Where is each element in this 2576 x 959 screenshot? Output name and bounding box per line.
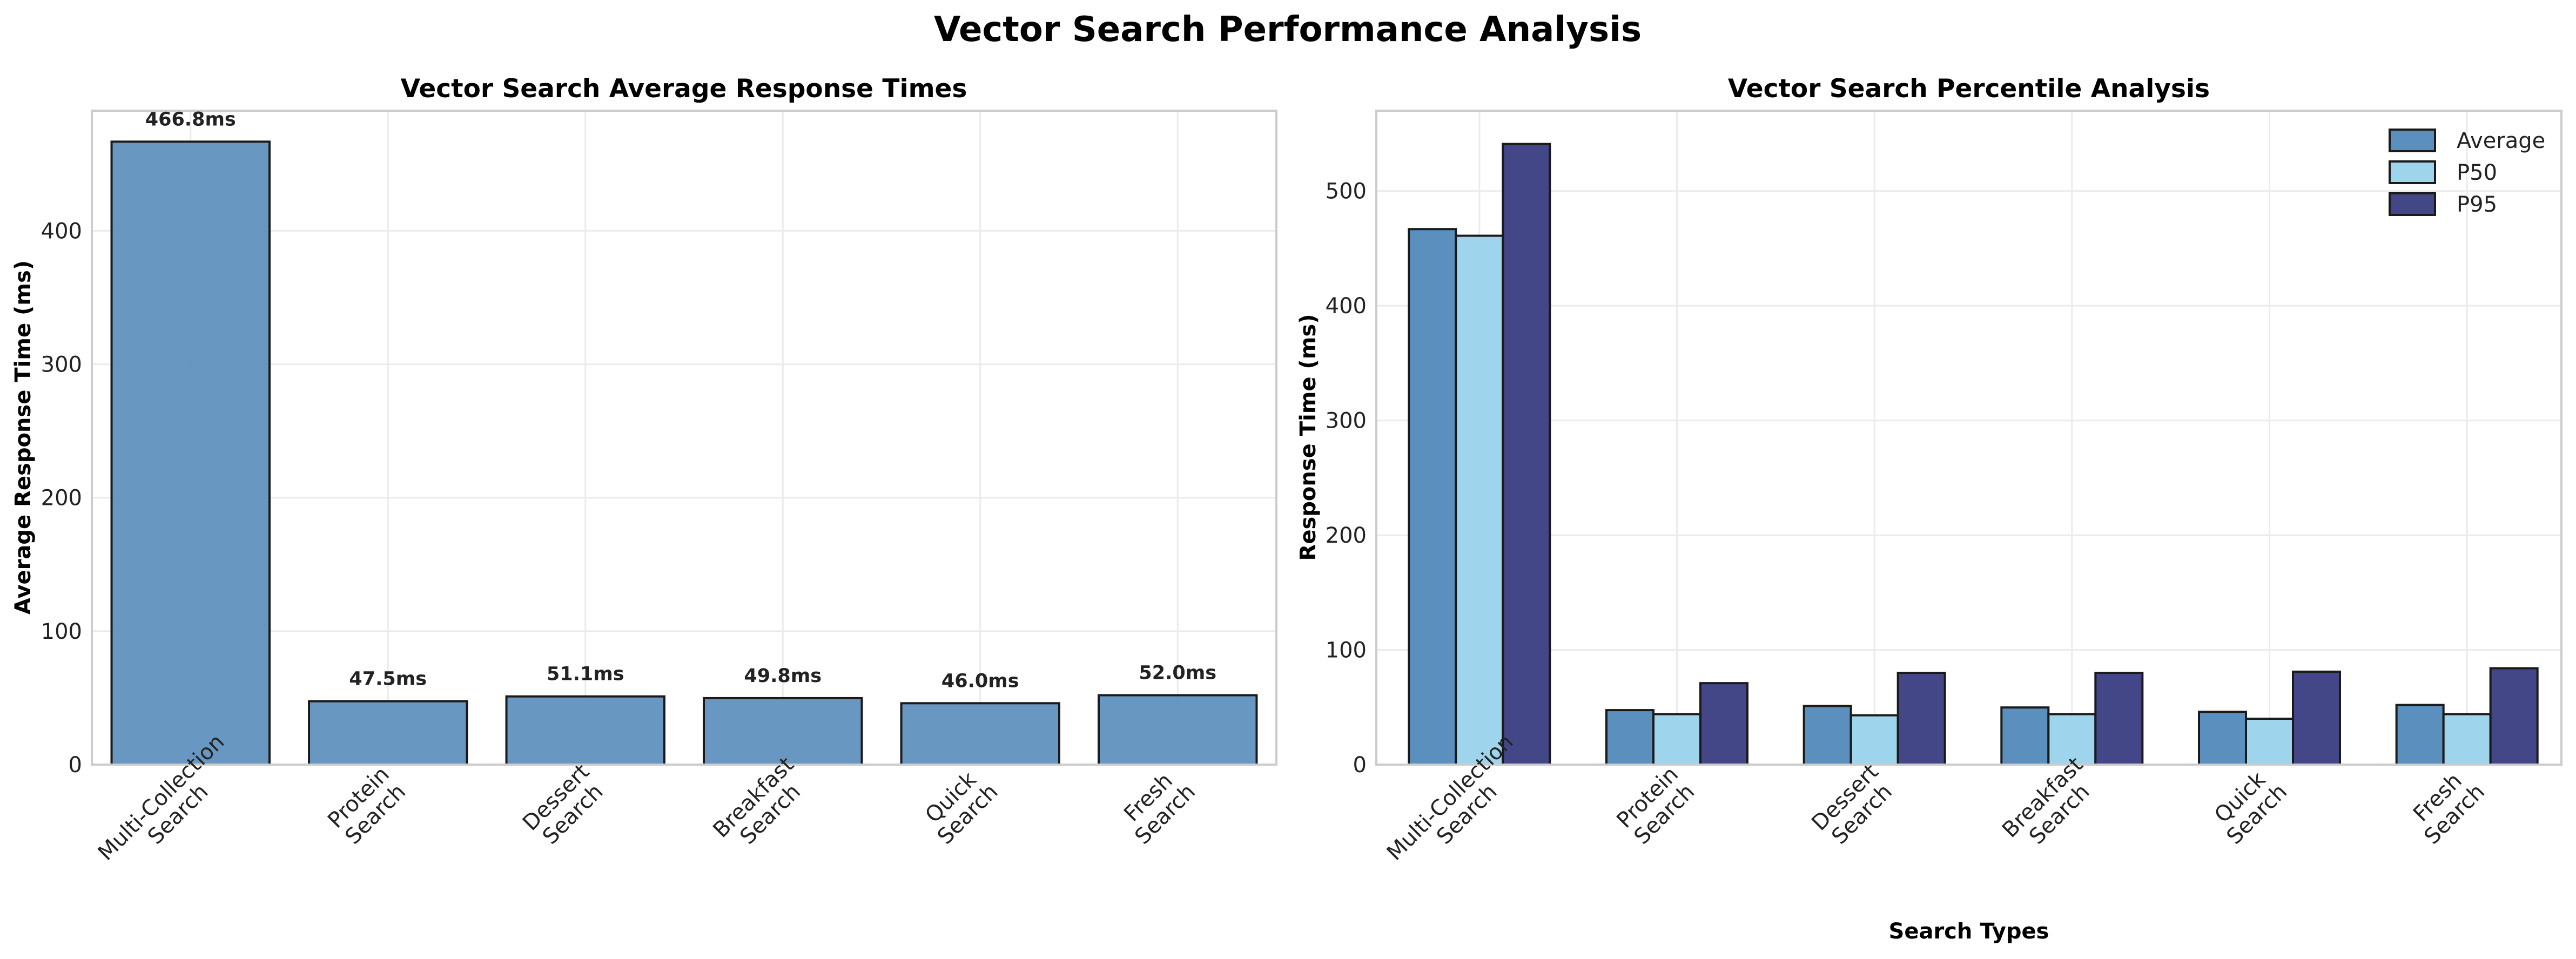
bar [703, 697, 863, 766]
bar-p95 [2489, 667, 2539, 766]
bar-average [1802, 705, 1852, 766]
bar-average [1605, 709, 1654, 766]
plot-frame [1375, 110, 2562, 766]
legend-swatch [2389, 160, 2436, 184]
bar-p50 [1652, 713, 1701, 766]
y-tick-label: 400 [41, 219, 82, 244]
x-tick-label: FreshSearch [2403, 762, 2490, 849]
x-tick-label: ProteinSearch [1612, 762, 1700, 850]
x-tick-label: DessertSearch [518, 759, 611, 852]
bar [1098, 694, 1258, 766]
data-label: 49.8ms [744, 665, 822, 687]
x-tick-label: FreshSearch [1113, 762, 1200, 849]
legend-swatch [2389, 192, 2436, 216]
y-tick-label: 200 [41, 486, 82, 511]
figure-title: Vector Search Performance Analysis [934, 10, 1642, 50]
x-tick-label: QuickSearch [916, 762, 1003, 849]
bar [110, 140, 271, 766]
bar-average [2000, 706, 2050, 766]
bar-p95 [1896, 672, 1946, 766]
bar-p95 [1699, 682, 1748, 766]
chart-title: Vector Search Percentile Analysis [1728, 74, 2210, 104]
legend-label: P50 [2457, 160, 2497, 185]
data-label: 47.5ms [349, 668, 427, 690]
bar-p50 [1849, 714, 1899, 766]
data-label: 46.0ms [941, 670, 1019, 692]
data-label: 51.1ms [547, 664, 624, 685]
legend: Average P50 P95 [2389, 129, 2545, 217]
chart-title: Vector Search Average Response Times [401, 74, 967, 104]
bar [900, 702, 1060, 766]
y-tick-label: 100 [41, 619, 82, 644]
y-tick-label: 400 [1326, 294, 1367, 319]
x-tick-label: DessertSearch [1807, 759, 1900, 852]
bar-p95 [2094, 672, 2144, 766]
legend-swatch [2389, 129, 2436, 152]
legend-label: Average [2457, 129, 2545, 153]
data-label: 466.8ms [145, 109, 236, 130]
x-tick-label: BreakfastSearch [1997, 752, 2104, 859]
plot-frame [91, 110, 1277, 766]
legend-label: P95 [2457, 192, 2497, 217]
bar-p95 [2292, 670, 2341, 766]
bar-p95 [1502, 143, 1551, 766]
x-tick-label: ProteinSearch [323, 762, 411, 850]
y-tick-label: 300 [41, 353, 82, 377]
y-axis-label: Average Response Time (ms) [11, 260, 36, 614]
y-tick-label: 200 [1326, 523, 1367, 548]
x-tick-label: BreakfastSearch [708, 752, 815, 859]
chart-average-response-times: 0 100 200 300 400 466.8ms 47.5ms 51.1ms 49.8ms 4… [11, 74, 1277, 866]
bar-p50 [1455, 234, 1504, 766]
bar [505, 695, 665, 766]
x-axis-label: Search Types [1889, 919, 2049, 944]
y-tick-label: 300 [1326, 409, 1367, 434]
y-tick-label: 0 [69, 753, 82, 778]
bar-average [1408, 228, 1457, 766]
bar [308, 700, 468, 766]
bar-p50 [2245, 718, 2294, 766]
bar-p50 [2442, 713, 2492, 766]
y-tick-label: 100 [1326, 638, 1367, 663]
y-axis-label: Response Time (ms) [1296, 314, 1321, 561]
y-tick-label: 0 [1353, 753, 1367, 778]
x-tick-label: QuickSearch [2205, 762, 2292, 849]
bar-average [2198, 711, 2247, 766]
y-tick-label: 500 [1326, 179, 1367, 204]
data-label: 52.0ms [1139, 662, 1216, 684]
bar-average [2395, 704, 2445, 766]
